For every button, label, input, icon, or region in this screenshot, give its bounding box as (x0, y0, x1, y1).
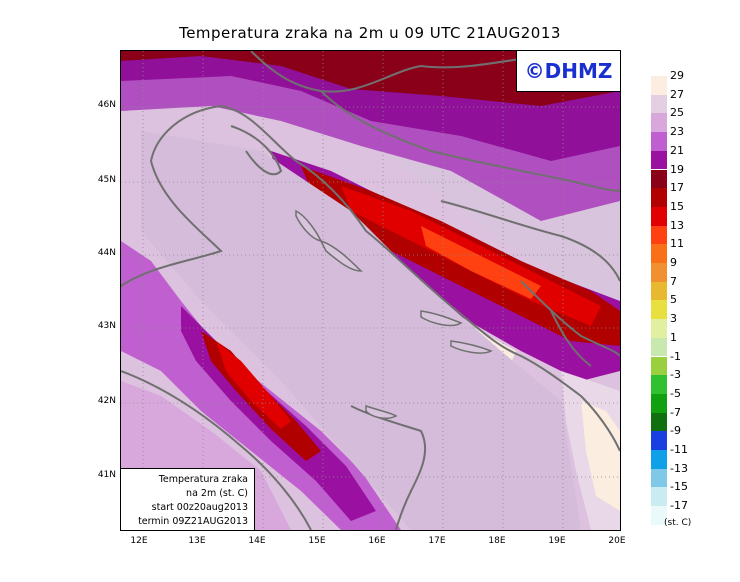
legend-swatch (651, 169, 667, 189)
legend-label: -5 (670, 386, 681, 400)
lon-label-20e: 20E (608, 536, 626, 546)
legend-swatch (651, 206, 667, 226)
info-valid-time: termin 09Z21AUG2013 (138, 516, 248, 527)
lon-label-18e: 18E (488, 536, 506, 546)
legend-swatch (651, 113, 667, 133)
lat-label-45n: 45N (97, 175, 116, 185)
legend-label: 21 (670, 143, 684, 157)
legend-label: 25 (670, 106, 684, 120)
lon-label-15e: 15E (308, 536, 326, 546)
legend-swatch (651, 94, 667, 114)
legend-swatch (651, 356, 667, 376)
legend-swatch (651, 281, 667, 301)
legend-label: 5 (670, 293, 677, 307)
info-variable: Temperatura zraka (158, 474, 248, 485)
lon-label-19e: 19E (548, 536, 566, 546)
lat-label-44n: 44N (97, 248, 116, 258)
legend-label: 1 (670, 330, 677, 344)
lat-label-43n: 43N (97, 321, 116, 331)
legend-label: 11 (670, 237, 684, 251)
forecast-info-box: Temperatura zraka na 2m (st. C) start 00… (121, 468, 255, 530)
legend-swatch (651, 132, 667, 151)
legend-swatch (651, 150, 667, 170)
legend-swatch (651, 300, 667, 320)
legend-label: 7 (670, 274, 677, 288)
lon-label-13e: 13E (188, 536, 206, 546)
info-start: start 00z20aug2013 (151, 502, 248, 513)
legend-label: 17 (670, 181, 684, 195)
lon-label-16e: 16E (368, 536, 386, 546)
legend-label: 9 (670, 256, 677, 269)
legend-swatch (651, 375, 667, 394)
legend-label: 23 (670, 125, 684, 139)
dhmz-logo: ©DHMZ (516, 51, 620, 92)
legend-swatch (651, 76, 667, 95)
legend-label: 13 (670, 218, 684, 232)
legend-swatch (651, 506, 667, 525)
legend-swatch (651, 263, 667, 282)
legend-swatch (651, 431, 667, 450)
legend-label: 15 (670, 199, 684, 213)
legend-swatch (651, 188, 667, 207)
legend-label: 27 (670, 87, 684, 101)
legend-label: -15 (670, 480, 688, 494)
lon-label-17e: 17E (428, 536, 446, 546)
legend-swatch (651, 319, 667, 338)
legend-label: -7 (670, 405, 681, 419)
legend-label: -1 (670, 349, 681, 363)
temperature-field (121, 51, 620, 530)
legend-swatch (651, 244, 667, 263)
legend-label: 3 (670, 312, 677, 326)
lat-label-46n: 46N (97, 100, 116, 110)
legend-swatch (651, 337, 667, 357)
legend-label: -13 (670, 461, 688, 475)
legend-swatch (651, 450, 667, 469)
lat-label-41n: 41N (97, 470, 116, 480)
legend-swatch (651, 225, 667, 245)
legend-label: 29 (670, 69, 684, 82)
legend-label: 19 (670, 162, 684, 176)
legend-label: -9 (670, 424, 681, 438)
info-units: na 2m (st. C) (186, 488, 248, 499)
legend-unit: (st. C) (664, 518, 692, 528)
lat-label-42n: 42N (97, 396, 116, 406)
legend-label: -3 (670, 368, 681, 382)
legend-label: -11 (670, 443, 688, 456)
legend-swatch (651, 487, 667, 507)
legend-swatch (651, 393, 667, 413)
legend-swatch (651, 412, 667, 432)
legend-label: -17 (670, 499, 688, 513)
lon-label-12e: 12E (130, 536, 148, 546)
lon-label-14e: 14E (248, 536, 266, 546)
map-title: Temperatura zraka na 2m u 09 UTC 21AUG20… (179, 24, 561, 42)
temperature-map: ©DHMZ Temperatura zraka na 2m (st. C) st… (120, 50, 621, 531)
legend-swatch (651, 468, 667, 488)
